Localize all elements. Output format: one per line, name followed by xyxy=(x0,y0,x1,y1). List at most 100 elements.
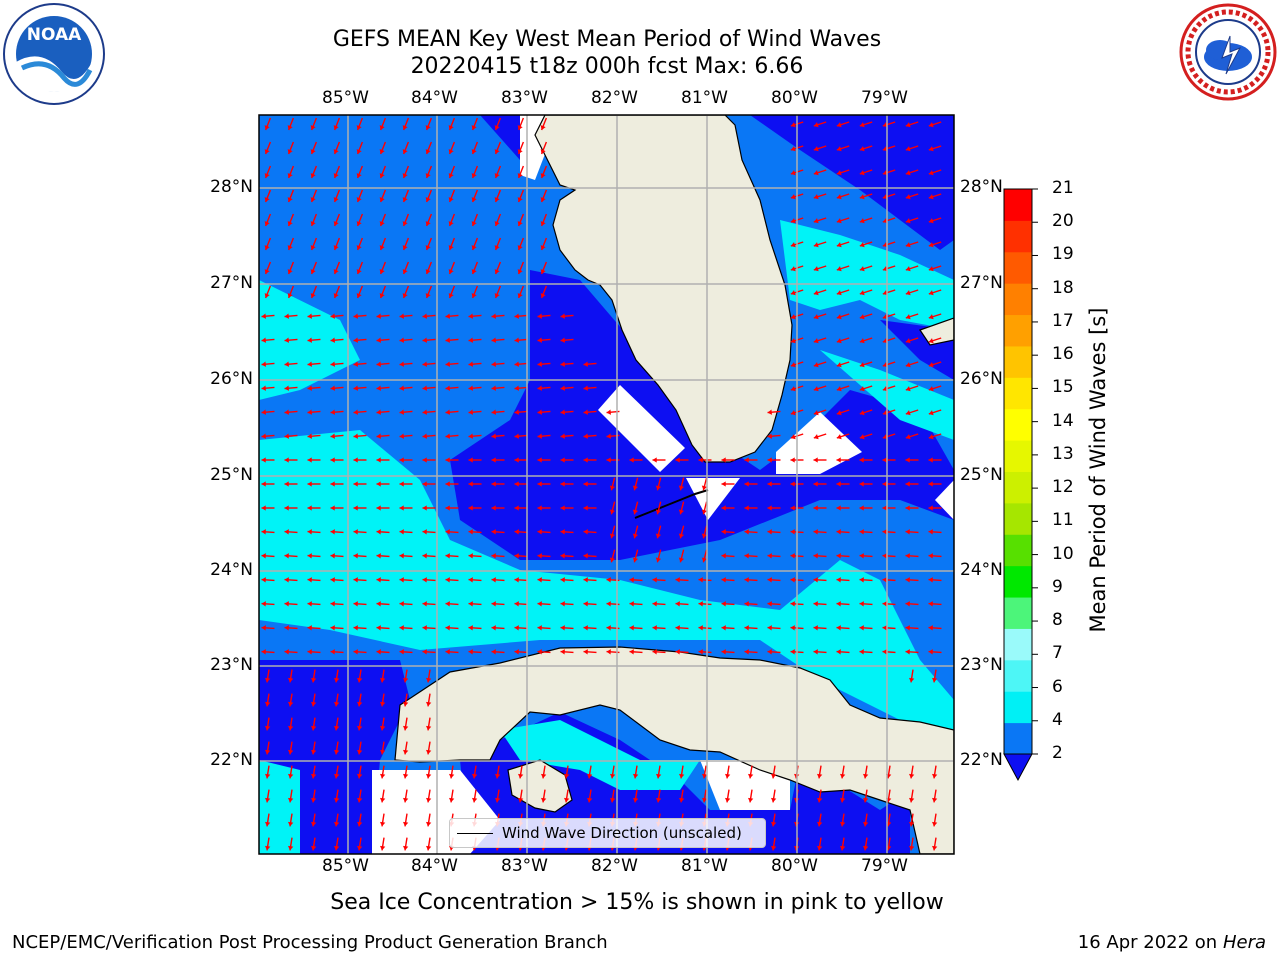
lon-label-bottom: 84°W xyxy=(411,856,458,876)
direction-arrow xyxy=(264,237,272,251)
direction-arrow xyxy=(583,553,597,559)
direction-arrow xyxy=(468,625,482,631)
direction-arrow xyxy=(287,237,295,251)
direction-arrow xyxy=(264,189,272,203)
direction-arrow xyxy=(445,313,459,319)
lat-label-left: 26°N xyxy=(210,369,253,389)
direction-arrow xyxy=(721,601,735,607)
direction-arrow xyxy=(310,237,318,251)
direction-arrow xyxy=(264,693,271,707)
direction-arrow xyxy=(310,285,318,299)
lon-label-top: 80°W xyxy=(771,88,818,108)
direction-arrow xyxy=(882,529,896,535)
direction-arrow xyxy=(632,525,639,539)
direction-arrow xyxy=(287,693,294,707)
direction-arrow xyxy=(928,433,942,440)
direction-arrow xyxy=(609,789,616,803)
direction-arrow xyxy=(284,625,298,631)
direction-arrow xyxy=(353,457,367,463)
direction-arrow xyxy=(517,189,525,203)
direction-arrow xyxy=(310,765,317,779)
direction-arrow xyxy=(264,765,271,779)
direction-arrow xyxy=(721,625,735,631)
colorbar-segment xyxy=(1004,408,1032,441)
direction-arrow xyxy=(583,481,597,487)
direction-arrow xyxy=(813,457,827,463)
direction-arrow xyxy=(261,649,275,655)
direction-arrow xyxy=(379,717,386,731)
direction-arrow xyxy=(376,505,390,511)
direction-arrow xyxy=(813,313,827,320)
direction-arrow xyxy=(422,553,436,559)
direction-arrow xyxy=(678,549,685,563)
direction-arrow xyxy=(422,457,436,463)
direction-arrow xyxy=(376,553,390,559)
direction-arrow xyxy=(471,213,479,227)
direction-arrow xyxy=(333,189,341,203)
direction-arrow xyxy=(905,553,919,559)
direction-arrow xyxy=(284,409,298,415)
direction-arrow xyxy=(310,261,318,275)
direction-arrow xyxy=(402,285,410,299)
direction-arrow xyxy=(652,577,666,583)
direction-arrow xyxy=(468,457,482,463)
direction-arrow xyxy=(261,529,275,535)
direction-arrow xyxy=(905,121,919,128)
colorbar-segment xyxy=(1004,345,1032,378)
direction-arrow xyxy=(537,457,551,463)
direction-arrow xyxy=(333,669,340,683)
direction-arrow xyxy=(425,141,433,155)
direction-arrow xyxy=(701,501,708,515)
colorbar-tick-label: 6 xyxy=(1052,676,1063,697)
lon-label-top: 85°W xyxy=(322,88,369,108)
direction-arrow xyxy=(839,765,846,779)
direction-arrow xyxy=(353,313,367,319)
direction-arrow xyxy=(379,813,386,827)
direction-arrow xyxy=(767,481,781,487)
legend-line-swatch xyxy=(457,832,493,834)
direction-arrow xyxy=(928,625,942,631)
direction-arrow xyxy=(399,505,413,511)
direction-arrow xyxy=(402,237,410,251)
direction-arrow xyxy=(836,241,850,248)
direction-arrow xyxy=(307,361,321,367)
direction-arrow xyxy=(307,481,321,487)
lon-label-top: 79°W xyxy=(861,88,908,108)
footer-date-text: 16 Apr 2022 on xyxy=(1077,932,1223,953)
direction-arrow xyxy=(908,813,915,827)
direction-arrow xyxy=(425,717,432,731)
colorbar-segment xyxy=(1004,283,1032,316)
direction-arrow xyxy=(540,789,547,803)
direction-arrow xyxy=(928,289,942,296)
direction-arrow xyxy=(905,241,919,248)
bahamas-land xyxy=(919,317,954,346)
direction-arrow xyxy=(905,265,919,272)
direction-arrow xyxy=(494,765,501,779)
direction-arrow xyxy=(905,433,919,440)
direction-arrow xyxy=(330,553,344,559)
direction-arrow xyxy=(609,477,616,491)
direction-arrow xyxy=(353,529,367,535)
direction-arrow xyxy=(494,285,502,299)
direction-arrow xyxy=(517,285,525,299)
direction-arrow xyxy=(425,237,433,251)
direction-arrow xyxy=(908,837,915,851)
direction-arrow xyxy=(356,813,363,827)
lat-label-left: 24°N xyxy=(210,560,253,580)
direction-arrow xyxy=(261,553,275,559)
direction-arrow xyxy=(701,477,708,491)
direction-arrow xyxy=(261,433,275,439)
direction-arrow xyxy=(675,457,689,463)
direction-arrow xyxy=(859,553,873,559)
direction-arrow xyxy=(836,409,850,416)
lat-label-right: 28°N xyxy=(960,177,1003,197)
direction-arrow xyxy=(701,525,708,539)
direction-arrow xyxy=(445,337,459,343)
direction-arrow xyxy=(744,649,758,655)
direction-arrow xyxy=(333,117,341,131)
direction-arrow xyxy=(882,625,896,631)
direction-arrow xyxy=(655,477,662,491)
direction-arrow xyxy=(744,553,758,559)
direction-arrow xyxy=(307,433,321,439)
legend-label: Wind Wave Direction (unscaled) xyxy=(502,824,742,842)
